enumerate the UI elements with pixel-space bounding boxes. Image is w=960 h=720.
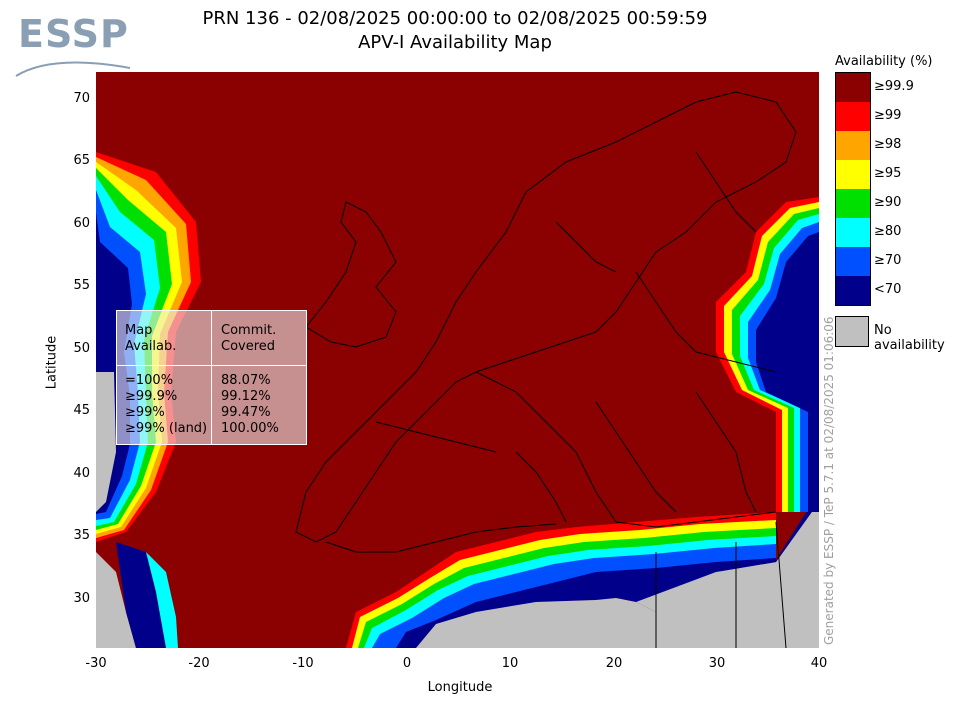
map-title: PRN 136 - 02/08/2025 00:00:00 to 02/08/2…	[202, 8, 708, 29]
legend-label: ≥99	[874, 108, 902, 123]
x-tick: 10	[501, 656, 519, 671]
y-tick: 65	[73, 153, 90, 168]
stats-level: =100%	[125, 373, 174, 388]
x-tick: 0	[402, 656, 412, 671]
legend-no-availability-label: No availability	[874, 323, 945, 353]
legend-swatch	[836, 218, 870, 247]
legend-title: Availability (%)	[835, 54, 933, 69]
band-darkblue-east	[756, 232, 819, 512]
legend-label: ≥95	[874, 166, 902, 181]
legend-swatch	[836, 276, 870, 305]
x-tick: -10	[292, 656, 314, 671]
stats-level: ≥99.9%	[125, 389, 178, 404]
y-tick: 40	[73, 466, 90, 481]
legend-label: ≥98	[874, 137, 902, 152]
legend-swatch	[836, 189, 870, 218]
x-tick: 20	[605, 656, 623, 671]
stats-level: ≥99% (land)	[125, 421, 208, 436]
legend-label: <70	[874, 282, 902, 297]
stats-value: 99.47%	[221, 405, 271, 420]
logo-swoosh	[15, 61, 131, 77]
legend-no-availability-swatch	[835, 316, 869, 347]
y-tick: 45	[73, 403, 90, 418]
y-tick: 55	[73, 278, 90, 293]
x-tick: -20	[188, 656, 210, 671]
generation-note: Generated by ESSP / TeP 5.7.1 at 02/08/2…	[822, 316, 836, 645]
stats-value: 100.00%	[221, 421, 279, 436]
legend-label: ≥99.9	[874, 79, 914, 94]
region-no-availability-west	[96, 372, 116, 512]
essp-logo: ESSP	[12, 8, 132, 80]
stats-level: ≥99%	[125, 405, 165, 420]
legend-label: ≥70	[874, 253, 902, 268]
logo-text: ESSP	[18, 12, 129, 56]
y-tick: 35	[73, 528, 90, 543]
band-darkblue-south	[396, 558, 776, 648]
map-subtitle: APV-I Availability Map	[358, 32, 552, 53]
stats-value: 99.12%	[221, 389, 271, 404]
stats-header-right: Commit. Covered	[221, 323, 277, 354]
region-no-availability-sw	[96, 552, 136, 648]
legend-swatch	[836, 131, 870, 160]
x-tick: -30	[85, 656, 107, 671]
x-tick: 40	[810, 656, 828, 671]
region-no-availability-south	[416, 598, 656, 648]
stats-value: 88.07%	[221, 373, 271, 388]
legend-label: ≥80	[874, 224, 902, 239]
coastlines	[295, 91, 797, 648]
y-tick: 60	[73, 216, 90, 231]
y-tick: 50	[73, 341, 90, 356]
y-tick: 30	[73, 591, 90, 606]
y-axis-label: Latitude	[44, 335, 60, 390]
legend-label: ≥90	[874, 195, 902, 210]
legend-color-bar	[835, 72, 871, 306]
legend-swatch	[836, 160, 870, 189]
x-axis-label: Longitude	[427, 680, 493, 695]
x-tick: 30	[708, 656, 726, 671]
stats-header-left: Map Availab.	[125, 323, 177, 354]
legend-swatch	[836, 73, 870, 102]
coverage-stats-table: Map Availab. Commit. Covered =100% 88.07…	[116, 310, 307, 445]
y-tick: 70	[73, 91, 90, 106]
legend-swatch	[836, 247, 870, 276]
legend-swatch	[836, 102, 870, 131]
